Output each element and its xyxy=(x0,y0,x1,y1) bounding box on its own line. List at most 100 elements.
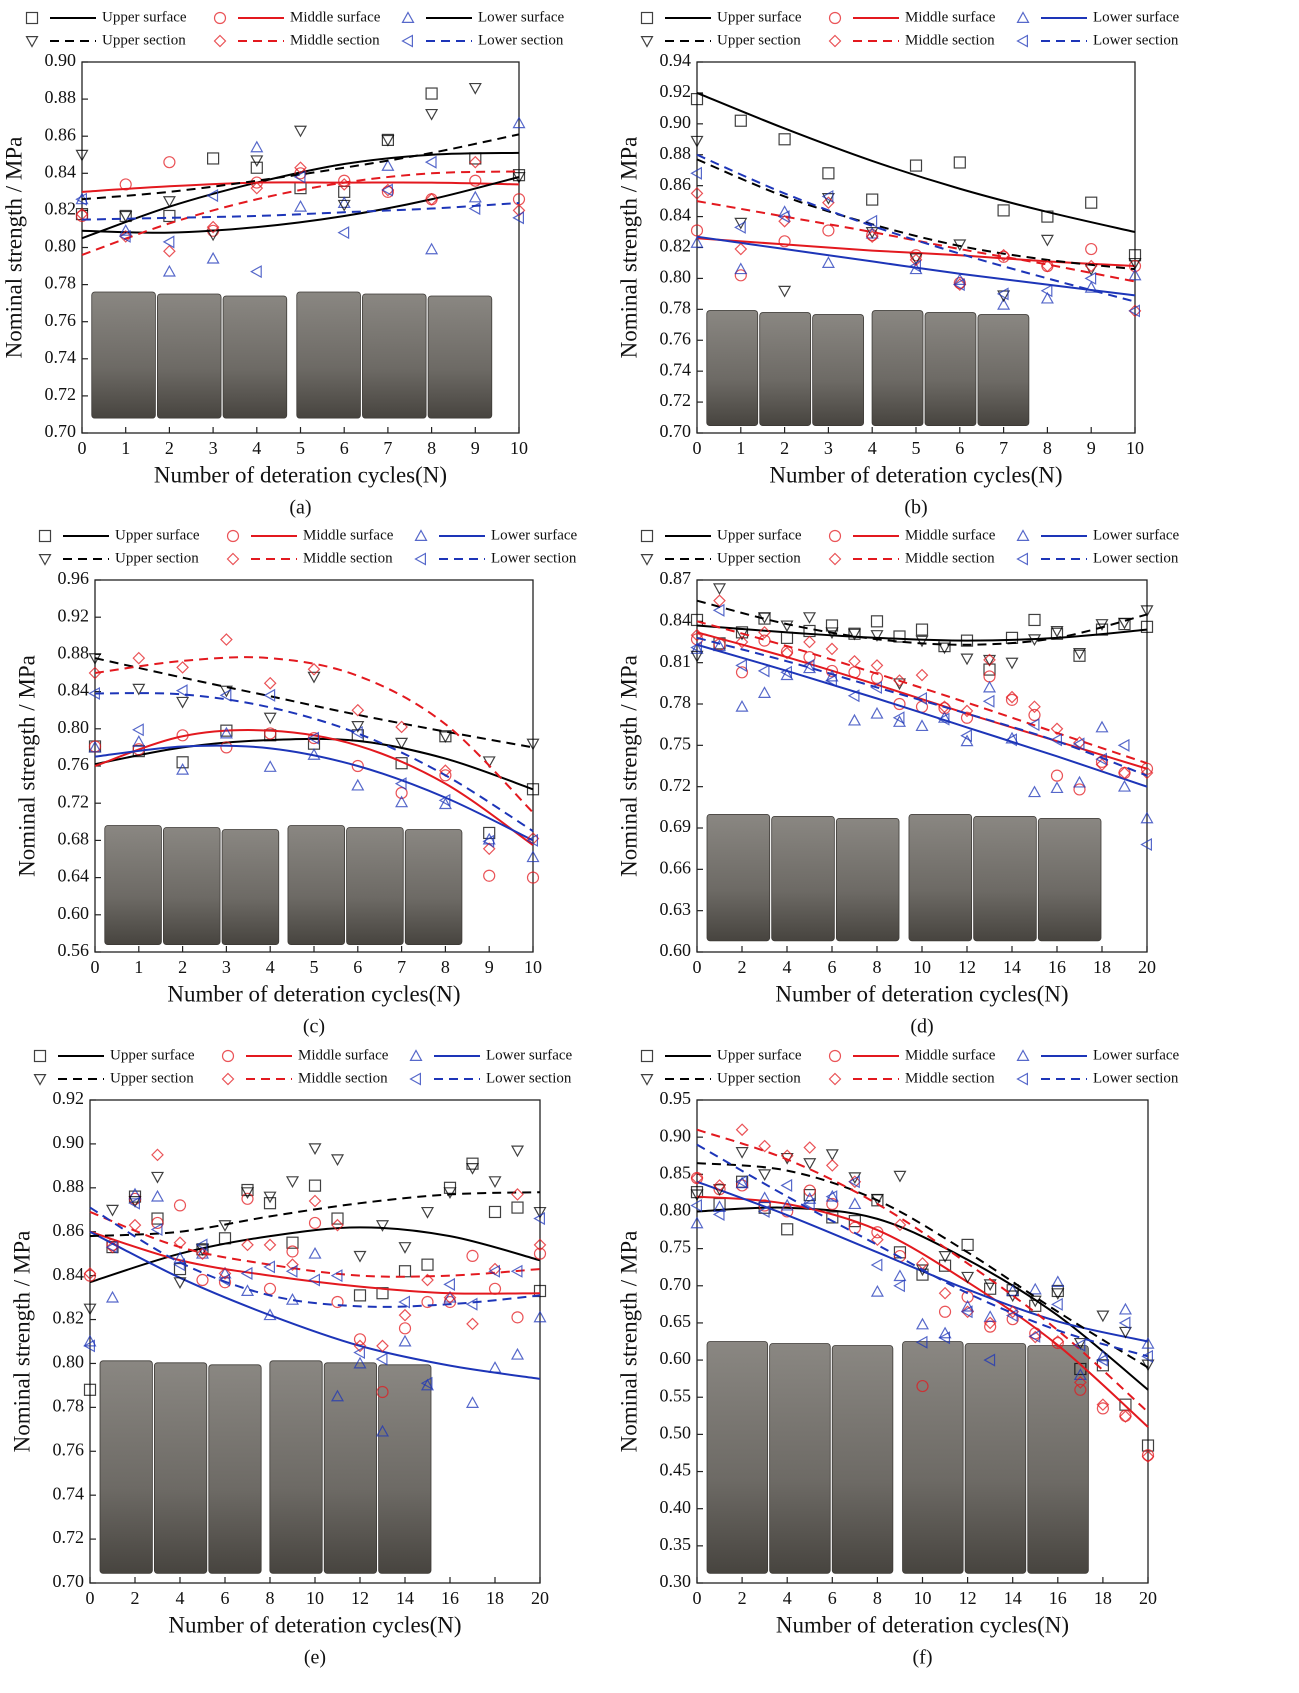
marker xyxy=(909,159,923,172)
x-tick-label: 20 xyxy=(1138,957,1156,977)
marker xyxy=(83,1267,97,1280)
marker xyxy=(1041,210,1054,223)
marker xyxy=(826,1211,839,1224)
marker xyxy=(735,666,749,679)
marker xyxy=(162,264,176,277)
marker xyxy=(1005,631,1019,644)
marker xyxy=(1051,1288,1065,1300)
marker xyxy=(250,265,262,279)
marker xyxy=(286,1245,299,1258)
x-tick-label: 5 xyxy=(310,957,319,977)
x-tick-label: 4 xyxy=(868,438,877,458)
marker xyxy=(1072,648,1087,660)
marker xyxy=(337,226,350,240)
legend-label: Upper section xyxy=(717,1070,801,1086)
marker xyxy=(953,278,967,291)
y-tick-label: 0.66 xyxy=(660,857,692,877)
marker xyxy=(893,1269,907,1282)
marker xyxy=(892,715,907,727)
marker xyxy=(510,1347,525,1360)
marker xyxy=(848,654,861,668)
x-axis-label: Number of deteration cycles(N) xyxy=(776,1612,1069,1637)
marker xyxy=(690,1186,704,1199)
y-tick-label: 0.80 xyxy=(45,236,77,256)
marker xyxy=(822,224,835,237)
y-axis-label: Nominal strength / MPa xyxy=(616,137,641,359)
marker xyxy=(909,253,923,267)
x-tick-label: 0 xyxy=(78,438,87,458)
marker xyxy=(533,1284,547,1298)
marker xyxy=(353,1289,367,1302)
legend-label: Middle section xyxy=(290,32,380,48)
marker xyxy=(1140,605,1154,618)
y-tick-label: 0.88 xyxy=(660,143,692,163)
marker xyxy=(395,737,409,750)
x-tick-label: 4 xyxy=(783,1588,792,1608)
x-tick-label: 16 xyxy=(1049,1588,1067,1608)
x-tick-label: 10 xyxy=(524,957,542,977)
marker xyxy=(218,1220,232,1232)
marker xyxy=(420,1376,433,1390)
marker xyxy=(105,1240,118,1254)
fit-line xyxy=(696,153,1136,303)
marker xyxy=(1028,1329,1041,1343)
marker xyxy=(893,1279,905,1293)
marker xyxy=(488,1205,502,1219)
fit-line xyxy=(696,158,1136,271)
specimen-photo xyxy=(104,825,463,945)
x-tick-label: 10 xyxy=(510,438,528,458)
marker xyxy=(119,230,133,243)
y-axis-label: Nominal strength / MPa xyxy=(616,1231,641,1453)
marker xyxy=(1027,718,1040,732)
marker xyxy=(285,1176,300,1188)
marker xyxy=(401,11,415,23)
marker xyxy=(982,654,997,667)
legend-label: Lower surface xyxy=(491,527,578,543)
marker xyxy=(690,1216,704,1229)
x-tick-label: 0 xyxy=(693,1588,702,1608)
marker xyxy=(960,634,974,647)
marker xyxy=(398,1322,412,1335)
specimen-block xyxy=(706,813,771,942)
specimen-block xyxy=(769,1343,831,1574)
marker xyxy=(1140,811,1154,824)
marker xyxy=(465,1297,478,1311)
y-tick-label: 0.76 xyxy=(660,328,692,348)
marker xyxy=(915,1317,930,1330)
marker xyxy=(443,1187,457,1199)
x-axis-label: Number of deteration cycles(N) xyxy=(775,981,1068,1006)
marker xyxy=(690,640,702,655)
marker xyxy=(1095,619,1109,631)
x-tick-label: 2 xyxy=(165,438,174,458)
marker xyxy=(1028,613,1041,627)
legend-label: Upper section xyxy=(115,550,199,566)
marker xyxy=(870,680,882,694)
marker xyxy=(961,1290,974,1304)
marker xyxy=(1006,1313,1019,1326)
marker xyxy=(938,1331,951,1345)
marker xyxy=(865,214,878,228)
marker xyxy=(88,740,102,753)
marker xyxy=(375,1220,390,1232)
marker xyxy=(196,1247,209,1261)
marker xyxy=(983,653,996,667)
y-tick-label: 0.94 xyxy=(660,50,692,70)
marker xyxy=(734,262,748,275)
marker xyxy=(331,1212,344,1225)
marker xyxy=(825,664,839,678)
legend-label: Middle surface xyxy=(298,1047,389,1063)
marker xyxy=(438,797,452,810)
marker xyxy=(961,1299,975,1312)
fit-line xyxy=(94,657,534,749)
specimen-block xyxy=(771,815,835,942)
marker xyxy=(75,209,89,223)
panel-caption: (a) xyxy=(289,497,311,519)
marker xyxy=(337,199,351,212)
marker xyxy=(488,1264,500,1278)
y-tick-label: 0.92 xyxy=(53,1088,85,1108)
marker xyxy=(176,756,189,769)
marker xyxy=(828,1049,842,1063)
marker xyxy=(1095,720,1109,733)
y-tick-label: 0.75 xyxy=(660,1237,692,1257)
